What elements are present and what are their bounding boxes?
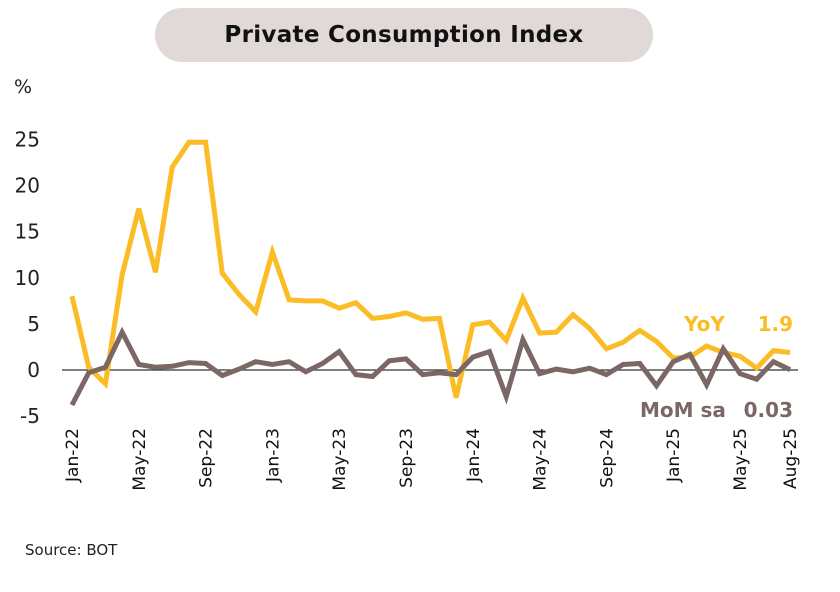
x-tick-label: Sep-22 xyxy=(197,428,217,488)
x-axis-ticks: Jan-22 May-22 Sep-22 Jan-23 May-23 Sep-23 Jan-… xyxy=(63,428,801,491)
y-tick-label: 25 xyxy=(15,128,40,152)
x-tick-label: Aug-25 xyxy=(781,428,801,489)
x-tick-label: May-22 xyxy=(130,428,150,491)
chart-title: Private Consumption Index xyxy=(224,22,584,48)
series-line-yoy xyxy=(69,139,791,399)
x-tick-label: Jan-23 xyxy=(263,428,283,483)
chart-title-pill: Private Consumption Index xyxy=(155,8,653,62)
y-tick-label: 0 xyxy=(27,358,40,382)
x-tick-label: Sep-24 xyxy=(597,428,617,488)
source-note: Source: BOT xyxy=(25,541,118,559)
series-line-mom xyxy=(69,326,792,407)
y-tick-label: -5 xyxy=(20,404,40,428)
end-value-mom: 0.03 xyxy=(744,398,793,422)
y-axis-unit-label: % xyxy=(14,76,33,98)
x-tick-label: May-23 xyxy=(330,428,350,491)
x-tick-label: Jan-22 xyxy=(63,428,83,483)
end-value-yoy: 1.9 xyxy=(758,312,793,336)
y-tick-label: 15 xyxy=(15,220,40,244)
legend-label-mom: MoM sa xyxy=(640,398,726,422)
legend-label-yoy: YoY xyxy=(683,312,725,336)
x-tick-label: May-25 xyxy=(731,428,751,491)
y-axis-ticks: 25 20 15 10 5 0 -5 xyxy=(15,128,40,429)
x-tick-label: Jan-25 xyxy=(664,428,684,483)
x-tick-label: Jan-24 xyxy=(464,428,484,483)
y-tick-label: 10 xyxy=(15,266,40,290)
series-end-labels: YoY 1.9 MoM sa 0.03 xyxy=(640,312,793,422)
series-group xyxy=(69,139,792,407)
y-tick-label: 20 xyxy=(15,174,40,198)
y-tick-label: 5 xyxy=(27,312,40,336)
x-tick-label: May-24 xyxy=(531,428,551,491)
x-tick-label: Sep-23 xyxy=(397,428,417,488)
